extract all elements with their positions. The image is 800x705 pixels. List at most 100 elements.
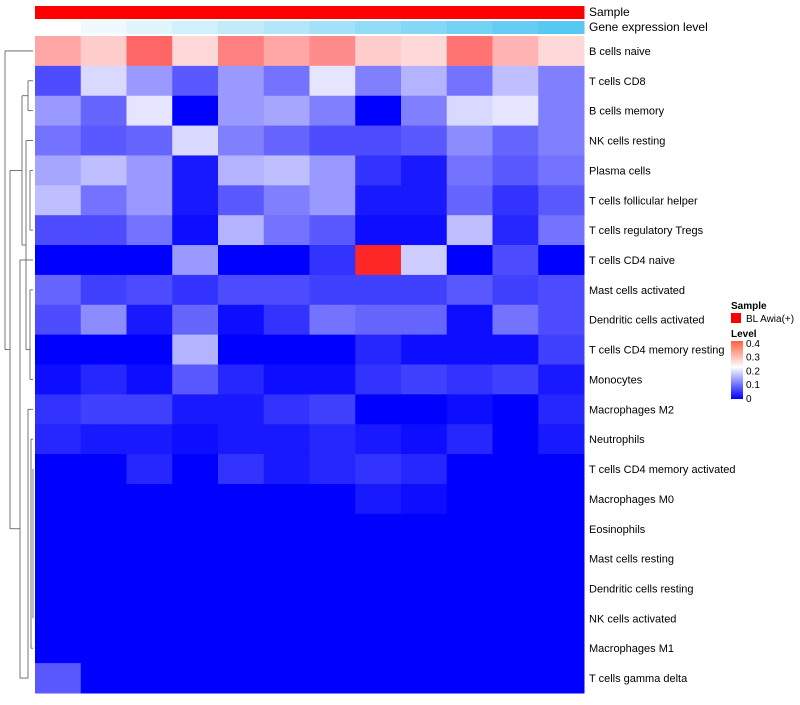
- heatmap-cell: [401, 274, 448, 306]
- heatmap-cell: [492, 603, 539, 634]
- heatmap-cell: [492, 543, 539, 575]
- legend-sample-label: BL Awia(+): [746, 314, 794, 325]
- row-label: Monocytes: [589, 374, 643, 386]
- heatmap-cell: [446, 513, 493, 545]
- expression-annotation-cell: [309, 21, 356, 34]
- expression-annotation-cell: [35, 21, 82, 34]
- legend-level-ticks: 0.4 0.3 0.2 0.1 0: [743, 339, 760, 405]
- sample-annotation-cell: [446, 6, 493, 19]
- heatmap-cell: [80, 364, 127, 395]
- heatmap-cell: [401, 543, 448, 575]
- heatmap-cell: [263, 394, 310, 425]
- heatmap-cell: [538, 65, 585, 97]
- heatmap-cell: [218, 155, 265, 186]
- annotation-label-expression: Gene expression level: [589, 20, 708, 34]
- heatmap-cell: [492, 274, 539, 306]
- heatmap-cell: [35, 125, 82, 156]
- heatmap-cell: [35, 65, 82, 97]
- heatmap-cell: [126, 394, 173, 425]
- heatmap-cell: [263, 125, 310, 156]
- heatmap-cell: [309, 334, 356, 365]
- heatmap-cell: [355, 36, 402, 67]
- heatmap-cell: [492, 304, 539, 336]
- heatmap-cell: [80, 603, 127, 634]
- heatmap-cell: [172, 603, 219, 634]
- heatmap-cell: [309, 274, 356, 306]
- heatmap-cell: [538, 424, 585, 455]
- heatmap-cell: [218, 633, 265, 664]
- heatmap-cell: [309, 36, 356, 67]
- heatmap-cell: [218, 304, 265, 336]
- heatmap-cell: [446, 364, 493, 395]
- heatmap-cell: [492, 155, 539, 186]
- heatmap-cell: [172, 483, 219, 515]
- row-label: T cells CD8: [589, 76, 646, 88]
- heatmap-cell: [80, 334, 127, 365]
- row-label: T cells regulatory Tregs: [589, 225, 704, 237]
- sample-annotation-cell: [218, 6, 265, 19]
- heatmap-cell: [355, 573, 402, 604]
- heatmap-cell: [263, 215, 310, 246]
- heatmap-cell: [355, 663, 402, 694]
- heatmap-cell: [492, 36, 539, 67]
- heatmap-cell: [446, 65, 493, 97]
- heatmap-cell: [263, 483, 310, 515]
- heatmap-cell: [218, 573, 265, 604]
- legend-tick-label: 0.4: [746, 339, 760, 350]
- heatmap-cell: [263, 304, 310, 336]
- heatmap-cell: [172, 394, 219, 425]
- heatmap-cell: [126, 125, 173, 156]
- heatmap-cell: [80, 394, 127, 425]
- heatmap-cell: [401, 215, 448, 246]
- heatmap-cell: [538, 573, 585, 604]
- heatmap-cell: [309, 304, 356, 336]
- sample-annotation-cell: [538, 6, 585, 19]
- heatmap-cell: [538, 483, 585, 515]
- heatmap-cell: [309, 185, 356, 216]
- heatmap-cell: [309, 95, 356, 127]
- row-label: B cells memory: [589, 106, 665, 118]
- heatmap-cell: [446, 573, 493, 604]
- heatmap-cell: [126, 603, 173, 634]
- heatmap-cell: [355, 364, 402, 395]
- row-label: Plasma cells: [589, 165, 651, 177]
- row-label: T cells gamma delta: [589, 673, 688, 685]
- heatmap-cell: [401, 424, 448, 455]
- heatmap-cell: [355, 95, 402, 127]
- row-label: Neutrophils: [589, 434, 645, 446]
- sample-annotation-cell: [355, 6, 402, 19]
- heatmap-cell: [35, 95, 82, 127]
- sample-annotation-cell: [492, 6, 539, 19]
- heatmap-cell: [401, 633, 448, 664]
- heatmap-cell: [401, 245, 448, 276]
- row-label: Macrophages M0: [589, 494, 674, 506]
- heatmap-cell: [446, 125, 493, 156]
- heatmap-cell: [401, 483, 448, 515]
- heatmap-cell: [355, 245, 402, 276]
- heatmap-cell: [263, 245, 310, 276]
- heatmap-cell: [401, 304, 448, 336]
- heatmap-cell: [446, 36, 493, 67]
- expression-annotation-cell: [263, 21, 310, 34]
- heatmap-cell: [492, 633, 539, 664]
- expression-annotation-cell: [446, 21, 493, 34]
- row-label: Macrophages M2: [589, 404, 674, 416]
- heatmap-cell: [126, 334, 173, 365]
- heatmap-cell: [355, 155, 402, 186]
- heatmap-cell: [492, 663, 539, 694]
- expression-annotation-cell: [355, 21, 402, 34]
- legend-tick-label: 0.1: [746, 380, 760, 391]
- heatmap-cell: [401, 185, 448, 216]
- heatmap-cell: [355, 125, 402, 156]
- heatmap-cell: [263, 454, 310, 485]
- heatmap-cell: [35, 483, 82, 515]
- heatmap-cell: [492, 364, 539, 395]
- heatmap-cell: [492, 215, 539, 246]
- heatmap-cell: [446, 334, 493, 365]
- heatmap-cell: [35, 304, 82, 336]
- heatmap-cell: [446, 543, 493, 575]
- row-label: NK cells resting: [589, 136, 665, 148]
- heatmap-cell: [538, 663, 585, 694]
- heatmap-cell: [492, 125, 539, 156]
